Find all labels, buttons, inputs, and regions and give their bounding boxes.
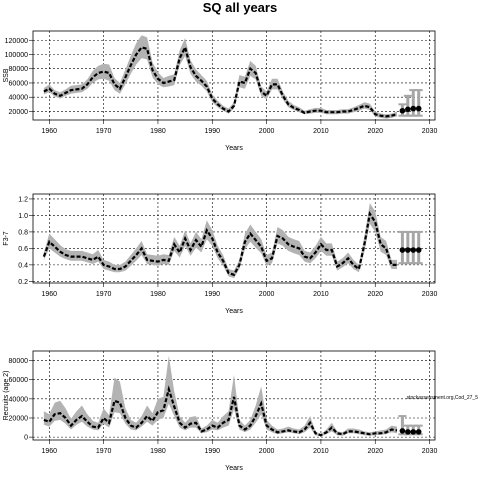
y-axis-label: SSB <box>3 68 10 82</box>
x-tick-label: 2010 <box>313 291 329 298</box>
projection-point <box>405 106 411 113</box>
confidence-band <box>43 203 398 279</box>
source-annotation: stockassessment.org,Cod_27_5 <box>407 395 479 401</box>
confidence-band <box>43 35 398 119</box>
x-tick-label: 2000 <box>259 448 275 455</box>
y-tick-label: 1.2 <box>18 196 28 203</box>
x-tick-label: 2030 <box>422 291 438 298</box>
y-axis-label: F3-7 <box>3 231 10 246</box>
y-tick-label: 0.2 <box>18 279 28 286</box>
x-tick-label: 1960 <box>42 291 58 298</box>
projection-point <box>405 429 411 435</box>
y-tick-label: 20000 <box>9 415 29 422</box>
x-axis-label: Years <box>225 308 243 315</box>
chart-panel-1: 1960 1970 1980 1990 2000 2010 2020 2030 20000 400… <box>3 30 438 152</box>
projection-point <box>399 247 406 253</box>
projection-point <box>410 105 417 112</box>
y-tick-label: 40000 <box>9 95 29 102</box>
x-tick-label: 2030 <box>422 128 438 135</box>
y-tick-label: 0.6 <box>18 246 28 253</box>
x-tick-label: 1970 <box>96 128 112 135</box>
y-tick-label: 80000 <box>9 66 29 73</box>
y-tick-label: 0.8 <box>18 229 28 236</box>
x-tick-label: 1980 <box>150 291 166 298</box>
x-tick-label: 2030 <box>422 448 438 455</box>
x-tick-label: 1970 <box>96 291 112 298</box>
x-tick-label: 1960 <box>42 128 58 135</box>
y-tick-label: 60000 <box>9 377 29 384</box>
chart-panel-2: 1960 1970 1980 1990 2000 2010 2020 2030 0.2 0.4 0.… <box>3 193 438 315</box>
projection-point <box>415 247 422 253</box>
x-tick-label: 2020 <box>367 291 383 298</box>
y-tick-label: 60000 <box>9 80 29 87</box>
plot-frame <box>32 30 436 121</box>
y-tick-label: 0 <box>24 435 28 442</box>
chart-panel-3: 1960 1970 1980 1990 2000 2010 2020 2030 0 20000 40… <box>3 350 479 472</box>
estimate-line <box>43 385 398 437</box>
projection-point <box>399 428 406 434</box>
x-tick-label: 2010 <box>313 128 329 135</box>
estimate-line <box>43 44 398 118</box>
y-tick-label: 120000 <box>5 38 28 45</box>
x-tick-label: 2000 <box>259 291 275 298</box>
x-tick-label: 1990 <box>204 291 220 298</box>
x-tick-label: 1970 <box>96 448 112 455</box>
projection-point <box>415 105 422 112</box>
y-axis-label: Recruits (age 2) <box>3 371 10 421</box>
x-axis-label: Years <box>225 465 243 472</box>
y-tick-label: 0.4 <box>18 262 28 269</box>
projection-point <box>410 247 417 253</box>
x-axis-label: Years <box>225 145 243 152</box>
projection-point <box>399 107 406 114</box>
estimate-line <box>42 210 397 277</box>
plot-frame <box>32 193 436 284</box>
x-tick-label: 2020 <box>367 448 383 455</box>
y-tick-label: 40000 <box>9 396 29 403</box>
confidence-band <box>43 355 398 437</box>
y-tick-label: 80000 <box>9 358 29 365</box>
x-tick-label: 2020 <box>367 128 383 135</box>
y-tick-label: 20000 <box>9 109 29 116</box>
projection-point <box>405 247 411 253</box>
projection-point <box>410 429 417 435</box>
y-tick-label: 1.0 <box>18 213 28 220</box>
x-tick-label: 1980 <box>150 128 166 135</box>
plot-frame <box>32 350 436 441</box>
x-tick-label: 1990 <box>204 128 220 135</box>
projection-point <box>415 429 422 435</box>
x-tick-label: 2010 <box>313 448 329 455</box>
x-tick-label: 1960 <box>42 448 58 455</box>
figure-title: SQ all years <box>203 0 277 15</box>
x-tick-label: 1980 <box>150 448 166 455</box>
x-tick-label: 2000 <box>259 128 275 135</box>
chart-panels: 1960 1970 1980 1990 2000 2010 2020 203020000400… <box>3 30 479 472</box>
y-tick-label: 100000 <box>5 52 28 59</box>
x-tick-label: 1990 <box>204 448 220 455</box>
